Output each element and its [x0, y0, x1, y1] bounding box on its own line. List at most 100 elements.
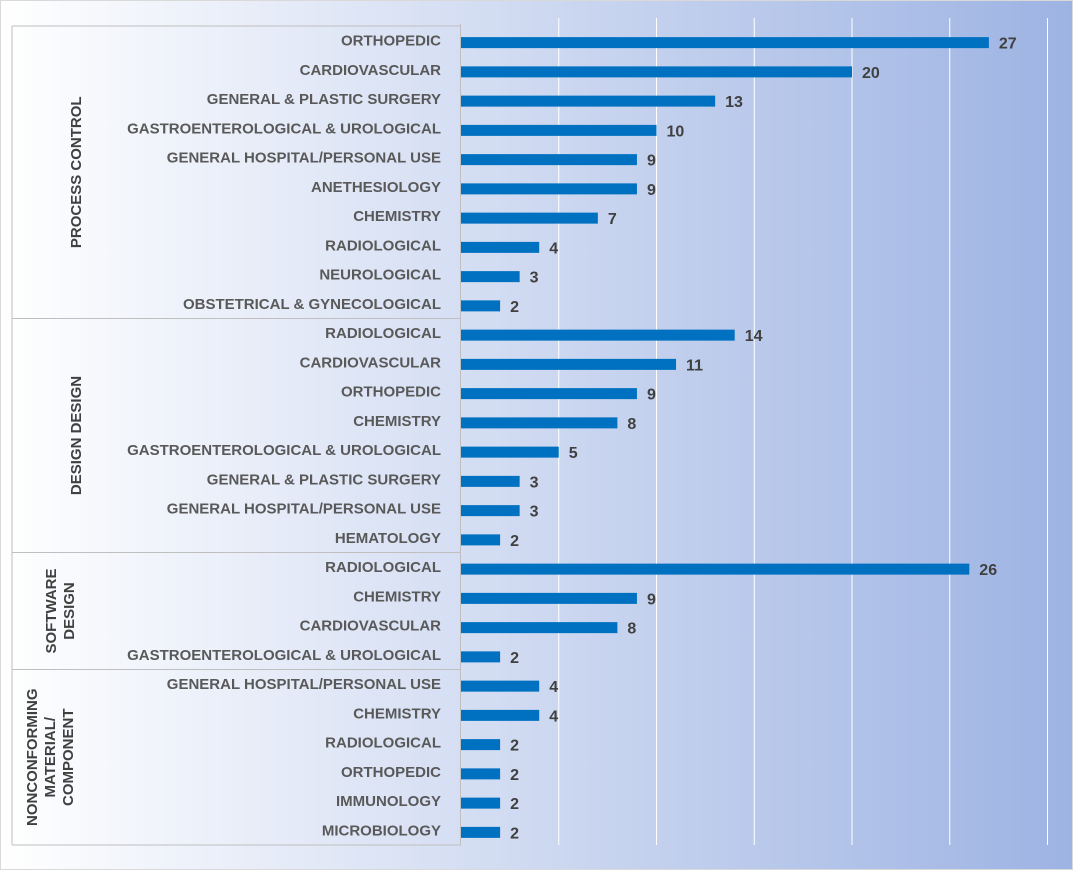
category-label: CHEMISTRY — [353, 705, 441, 722]
category-label: RADIOLOGICAL — [325, 735, 441, 752]
bar — [461, 592, 637, 604]
bars — [461, 37, 989, 838]
value-label: 11 — [686, 357, 703, 374]
bar — [461, 446, 559, 458]
value-label: 4 — [549, 240, 558, 257]
bar — [461, 651, 501, 663]
bar — [461, 241, 540, 253]
value-label: 3 — [530, 504, 539, 521]
value-label: 9 — [647, 153, 656, 170]
group-label-line: DESIGN — [61, 582, 78, 640]
bar — [461, 124, 657, 136]
bar — [461, 475, 520, 487]
value-label: 27 — [999, 36, 1017, 53]
category-label: MICROBIOLOGY — [322, 822, 441, 839]
bar — [461, 826, 501, 838]
category-label: ANETHESIOLOGY — [311, 179, 441, 196]
group-label: DESIGN DESIGN — [68, 376, 85, 495]
bar — [461, 300, 501, 312]
bar — [461, 680, 540, 692]
category-label: GENERAL HOSPITAL/PERSONAL USE — [167, 501, 441, 518]
bar — [461, 271, 520, 283]
category-label: OBSTETRICAL & GYNECOLOGICAL — [183, 296, 441, 313]
value-label: 8 — [627, 621, 636, 638]
bar — [461, 797, 501, 809]
value-label: 2 — [510, 299, 519, 316]
group-label-line: SOFTWARE — [43, 569, 60, 654]
value-label: 3 — [530, 474, 539, 491]
bar — [461, 212, 598, 224]
bar — [461, 37, 989, 49]
bar — [461, 388, 637, 400]
category-label: GASTROENTEROLOGICAL & UROLOGICAL — [127, 442, 441, 459]
bar — [461, 183, 637, 195]
group-label: NONCONFORMINGMATERIAL/COMPONENT — [24, 689, 77, 827]
category-label: GASTROENTEROLOGICAL & UROLOGICAL — [127, 120, 441, 137]
value-label: 2 — [510, 796, 519, 813]
bar — [461, 154, 637, 166]
category-label: GENERAL & PLASTIC SURGERY — [207, 91, 441, 108]
bar — [461, 563, 970, 575]
category-label: HEMATOLOGY — [335, 530, 441, 547]
category-label: CARDIOVASCULAR — [300, 354, 442, 371]
bar — [461, 709, 540, 721]
category-label: ORTHOPEDIC — [341, 384, 441, 401]
category-label: GASTROENTEROLOGICAL & UROLOGICAL — [127, 647, 441, 664]
bar — [461, 739, 501, 751]
category-label: ORTHOPEDIC — [341, 33, 441, 50]
group-label-line: DESIGN DESIGN — [68, 376, 85, 495]
category-label: IMMUNOLOGY — [336, 793, 441, 810]
value-label: 4 — [549, 708, 558, 725]
category-label: RADIOLOGICAL — [325, 237, 441, 254]
value-label: 2 — [510, 738, 519, 755]
group-label: SOFTWAREDESIGN — [43, 569, 78, 654]
group-label-line: PROCESS CONTROL — [68, 96, 85, 248]
value-label: 3 — [530, 270, 539, 287]
bar — [461, 505, 520, 517]
value-label: 13 — [725, 94, 743, 111]
bar — [461, 66, 852, 78]
category-label: RADIOLOGICAL — [325, 559, 441, 576]
category-label: CHEMISTRY — [353, 413, 441, 430]
category-label: ORTHOPEDIC — [341, 764, 441, 781]
value-label: 2 — [510, 825, 519, 842]
value-label: 2 — [510, 650, 519, 667]
value-label: 8 — [627, 416, 636, 433]
category-axis — [11, 24, 461, 846]
value-label: 9 — [647, 182, 656, 199]
category-label: RADIOLOGICAL — [325, 325, 441, 342]
value-label: 7 — [608, 211, 617, 228]
group-label: PROCESS CONTROL — [68, 96, 85, 248]
value-label: 9 — [647, 591, 656, 608]
value-label: 10 — [667, 123, 685, 140]
category-label: CARDIOVASCULAR — [300, 62, 442, 79]
category-label: CHEMISTRY — [353, 208, 441, 225]
category-label: GENERAL HOSPITAL/PERSONAL USE — [167, 676, 441, 693]
category-label: GENERAL & PLASTIC SURGERY — [207, 471, 441, 488]
value-label: 4 — [549, 679, 558, 696]
bar — [461, 768, 501, 780]
bar — [461, 622, 618, 634]
group-label-line: MATERIAL/ — [42, 716, 59, 797]
bar — [461, 358, 677, 370]
category-label: NEUROLOGICAL — [319, 267, 441, 284]
bar — [461, 95, 716, 107]
value-label: 5 — [569, 445, 578, 462]
group-label-line: NONCONFORMING — [24, 689, 41, 827]
group-label-line: COMPONENT — [60, 709, 77, 807]
category-label: CARDIOVASCULAR — [300, 618, 442, 635]
value-label: 2 — [510, 533, 519, 550]
value-label: 14 — [745, 328, 763, 345]
category-label: GENERAL HOSPITAL/PERSONAL USE — [167, 150, 441, 167]
bar — [461, 329, 735, 341]
bar — [461, 417, 618, 429]
value-label: 26 — [979, 562, 997, 579]
value-label: 20 — [862, 65, 880, 82]
bar — [461, 534, 501, 546]
value-label: 9 — [647, 387, 656, 404]
value-label: 2 — [510, 767, 519, 784]
